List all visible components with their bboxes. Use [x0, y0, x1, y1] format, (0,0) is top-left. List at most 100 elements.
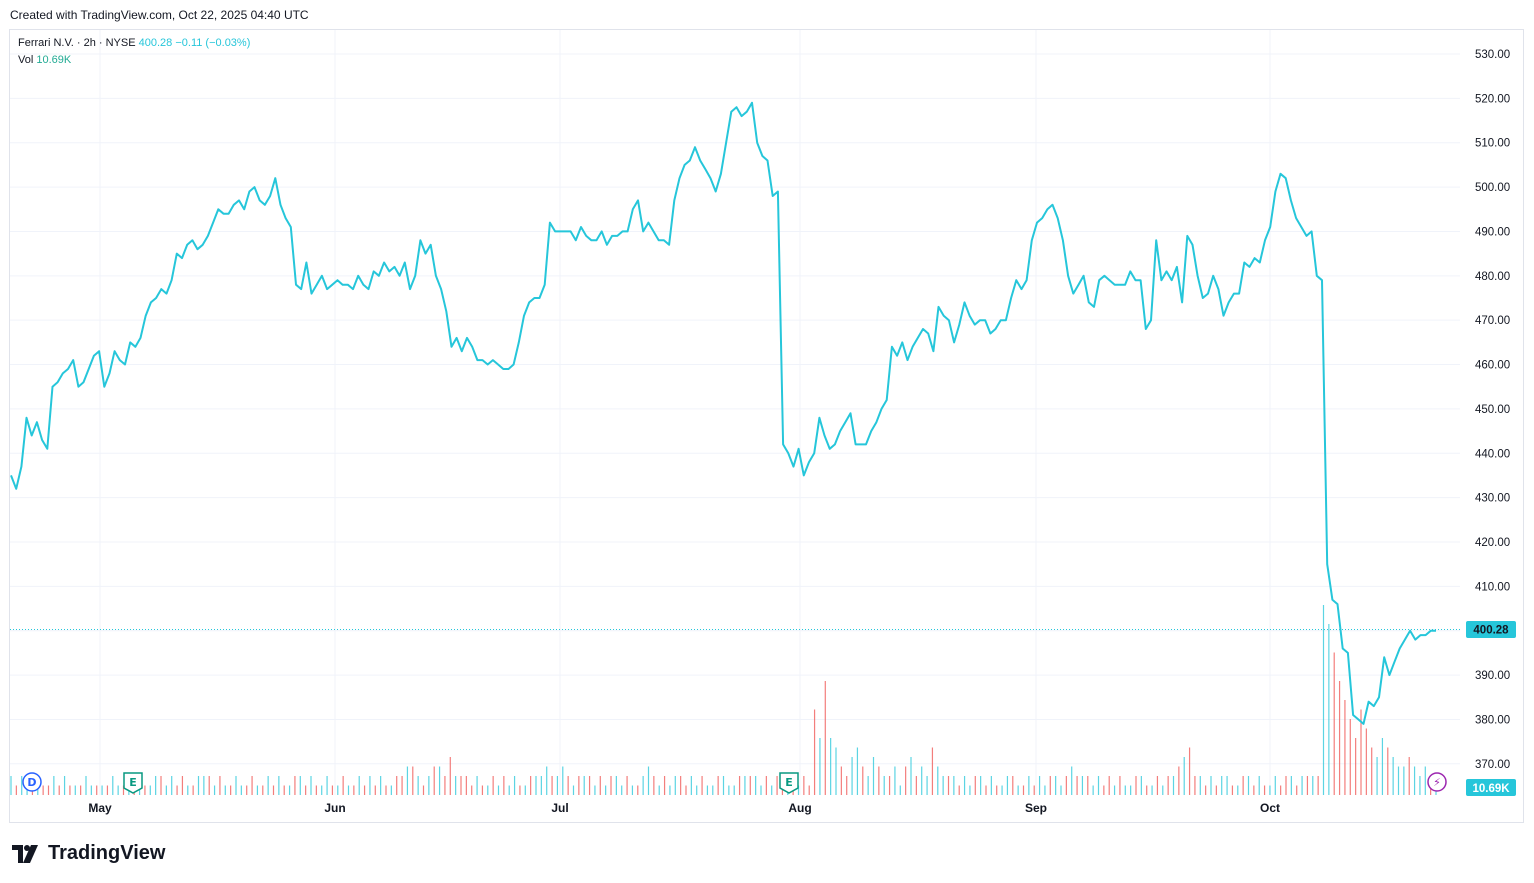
volume-bar — [294, 776, 296, 795]
last-price: 400.28 — [138, 37, 173, 49]
volume-bar — [888, 776, 891, 795]
volume-bar — [674, 776, 676, 795]
earnings-marker-2[interactable]: E — [779, 772, 799, 794]
y-tick-label: 440.00 — [1475, 448, 1510, 460]
volume-bar — [883, 776, 885, 795]
volume-bar — [990, 776, 992, 795]
volume-bar — [669, 785, 671, 795]
volume-bar — [122, 785, 125, 795]
volume-bar — [363, 785, 366, 795]
volume-bar — [1140, 776, 1142, 795]
volume-bar — [96, 785, 98, 795]
volume-bar — [1017, 785, 1019, 795]
volume-bar — [47, 785, 50, 795]
volume-bar — [58, 785, 60, 795]
volume-bar — [321, 785, 323, 795]
volume-bar — [872, 757, 875, 795]
volume-bar — [90, 785, 92, 795]
y-tick-label: 450.00 — [1475, 404, 1510, 416]
volume-bar — [926, 776, 928, 795]
volume-bar — [722, 776, 725, 795]
volume-bar — [1424, 766, 1426, 795]
volume-bar — [428, 776, 430, 795]
volume-bar — [1038, 776, 1041, 795]
volume-bar — [1269, 785, 1271, 795]
volume-bar — [1258, 776, 1260, 795]
volume-bar — [894, 766, 896, 795]
dividend-marker[interactable]: D — [22, 772, 42, 792]
volume-bar — [406, 766, 409, 795]
earnings-marker-2-shape — [779, 772, 799, 794]
volume-bar — [187, 785, 189, 795]
volume-bar — [1387, 747, 1389, 795]
volume-bar — [1221, 776, 1223, 795]
y-tick-label: 530.00 — [1475, 49, 1510, 61]
volume-bar — [15, 785, 17, 795]
volume-bar — [1247, 776, 1250, 795]
volume-bar — [899, 785, 901, 795]
symbol-line: Ferrari N.V. · 2h · NYSE 400.28 −0.11 (−… — [18, 35, 250, 52]
volume-bar — [637, 785, 639, 795]
volume-bar — [1301, 776, 1303, 795]
volume-bar — [235, 776, 237, 795]
volume-bar — [1135, 776, 1137, 795]
volume-bar — [556, 776, 559, 795]
volume-bar — [1162, 785, 1164, 795]
volume-bar — [963, 776, 966, 795]
volume-bar — [1044, 785, 1046, 795]
y-tick-label: 390.00 — [1475, 670, 1510, 682]
volume-bar — [980, 776, 982, 795]
volume-bar — [1419, 776, 1421, 795]
volume-bar — [626, 776, 628, 795]
volume-bar — [1263, 785, 1266, 795]
volume-bar — [513, 776, 516, 795]
chart-frame[interactable] — [9, 29, 1524, 823]
y-tick-label: 420.00 — [1475, 537, 1510, 549]
volume-bar — [760, 785, 762, 795]
volume-bar — [165, 785, 167, 795]
volume-bar — [599, 776, 601, 795]
volume-bar — [1376, 757, 1378, 795]
lightning-marker-shape — [1427, 772, 1447, 792]
volume-bar — [1381, 738, 1384, 795]
earnings-marker-1[interactable]: E — [123, 772, 143, 794]
volume-bar — [422, 785, 425, 795]
volume-bar — [396, 776, 398, 795]
volume-bar — [310, 776, 312, 795]
volume-bar — [272, 785, 275, 795]
x-tick-label: Jul — [551, 801, 568, 815]
volume-bar — [337, 785, 339, 795]
lightning-marker[interactable]: ⚡ — [1427, 772, 1447, 792]
volume-bar — [583, 776, 585, 795]
volume-bar — [299, 776, 301, 795]
volume-bar — [985, 785, 987, 795]
x-tick-label: May — [88, 801, 112, 815]
volume-bar — [717, 776, 719, 795]
volume-bar — [1199, 776, 1201, 795]
volume-bar — [1242, 776, 1244, 795]
volume-bar — [85, 776, 87, 795]
volume-bar — [417, 776, 419, 795]
tradingview-logo[interactable]: TradingView — [12, 842, 165, 865]
volume-bar — [465, 776, 467, 795]
volume-bar — [862, 766, 864, 795]
volume-bar — [262, 785, 264, 795]
volume-bar — [530, 776, 532, 795]
volume-bar — [937, 766, 939, 795]
event-markers: D E E ⚡ — [22, 772, 1447, 794]
volume-bar — [1237, 785, 1239, 795]
volume-bar — [1006, 776, 1009, 795]
volume-bar — [267, 776, 269, 795]
x-tick-label: Aug — [788, 801, 811, 815]
volume-bar — [508, 785, 510, 795]
volume-bar — [1055, 776, 1057, 795]
volume-bar — [605, 785, 607, 795]
volume-bar — [1012, 776, 1014, 795]
svg-text:400.28: 400.28 — [1473, 624, 1509, 636]
y-tick-label: 370.00 — [1475, 759, 1510, 771]
volume-bar — [63, 776, 66, 795]
volume-bar — [251, 776, 253, 795]
volume-bar — [455, 776, 457, 795]
volume-bar — [326, 776, 328, 795]
